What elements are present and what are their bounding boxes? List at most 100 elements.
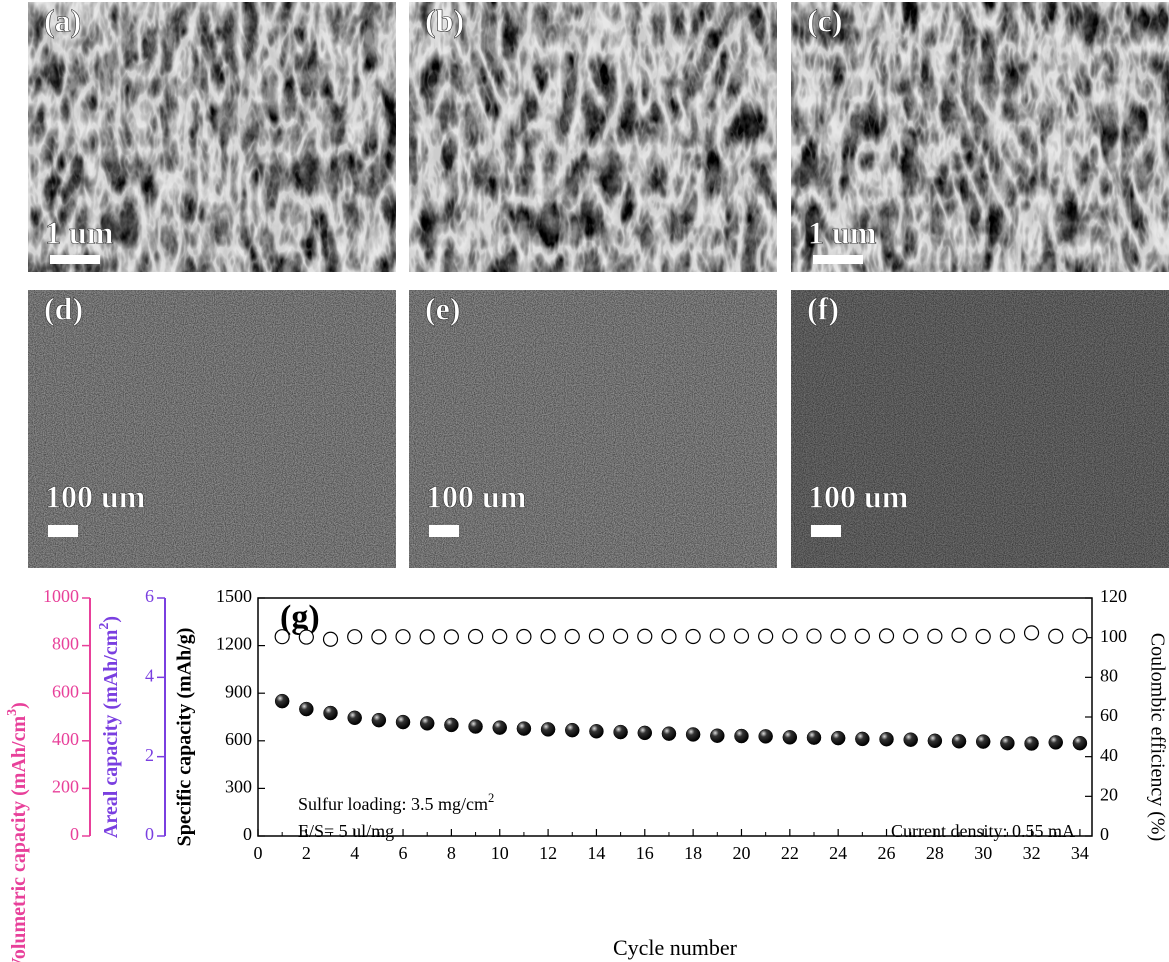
y-axis-title: Specific capacity (mAh/g) — [174, 628, 196, 847]
panel-label: (b) — [425, 2, 464, 38]
efficiency-point — [685, 628, 701, 645]
extra-axis-tick-label: 0 — [145, 824, 154, 844]
capacity-point — [782, 730, 798, 745]
extra-axis-title-text: Volumetric capacity (mAh/cm — [8, 716, 30, 962]
extra-axis-title-text: Areal capacity (mAh/cm — [100, 629, 122, 838]
capacity-point — [975, 734, 991, 749]
x-tick-label: 30 — [974, 843, 992, 863]
scale-bar — [429, 525, 459, 537]
efficiency-point — [661, 628, 677, 645]
capacity-point — [637, 725, 653, 741]
x-tick-label: 6 — [399, 843, 408, 863]
capacity-point — [879, 731, 894, 747]
y2-tick-label: 0 — [1100, 824, 1109, 844]
chart: (g)0 2 4 6 8 10 12 14 16 18 20 22 24 26 28 30 32 34030060… — [5, 586, 1169, 962]
extra-axis-tick-label: 2 — [145, 745, 154, 765]
efficiency-point — [492, 628, 508, 645]
x-tick-label: 20 — [732, 843, 750, 863]
capacity-point — [444, 717, 459, 733]
y2-axis-title: Coulombic efficiency (%) — [1146, 633, 1168, 841]
efficiency-point — [1072, 628, 1088, 644]
capacity-point — [830, 730, 846, 746]
y-tick-label: 1200 — [216, 634, 252, 654]
annotation-text: Sulfur loading: 3.5 mg/cm — [298, 794, 488, 814]
efficiency-point — [782, 628, 798, 644]
sem-texture — [28, 290, 396, 568]
efficiency-point — [999, 628, 1015, 644]
efficiency-point — [540, 628, 556, 645]
capacity-point — [685, 727, 701, 742]
x-tick-label: 12 — [539, 843, 557, 863]
panel-label: (a) — [44, 2, 81, 38]
efficiency-point — [588, 628, 605, 644]
annotation: Current density: 0.55 mA — [891, 821, 1075, 841]
extra-axis-tick-label: 400 — [52, 729, 79, 749]
capacity-point — [299, 701, 314, 717]
panel-label: (f) — [807, 290, 839, 326]
annotation-sup: 2 — [488, 791, 494, 805]
capacity-point — [734, 728, 749, 744]
y2-tick-label: 60 — [1100, 705, 1118, 725]
sem-texture — [409, 2, 777, 272]
capacity-point — [565, 722, 580, 738]
capacity-point — [1048, 735, 1063, 750]
x-tick-label: 26 — [878, 843, 896, 863]
y-tick-label: 300 — [225, 777, 252, 797]
efficiency-point — [419, 629, 435, 645]
extra-axis-title: Volumetric capacity (mAh/cm3) — [5, 702, 30, 962]
x-tick-label: 18 — [684, 843, 702, 863]
y-tick-label: 0 — [243, 824, 252, 844]
efficiency-point — [1048, 628, 1064, 644]
capacity-point — [347, 710, 362, 726]
extra-axis-tick-label: 1000 — [43, 586, 79, 606]
scale-bar — [50, 255, 100, 264]
extra-axis-title-after: ) — [8, 702, 30, 709]
x-tick-label: 28 — [926, 843, 944, 863]
x-tick-label: 4 — [350, 843, 359, 863]
capacity-point — [710, 728, 725, 743]
extra-axis-tick-label: 6 — [145, 586, 154, 606]
x-tick-label: 14 — [587, 843, 605, 863]
capacity-point — [371, 712, 387, 728]
y2-tick-label: 120 — [1100, 586, 1127, 606]
efficiency-point — [298, 629, 314, 645]
extra-axis-title-after: ) — [100, 616, 122, 623]
capacity-point — [323, 705, 338, 721]
capacity-point — [1072, 735, 1088, 751]
extra-axis-title-sup: 3 — [5, 709, 20, 716]
capacity-point — [1000, 735, 1015, 751]
efficiency-point — [927, 628, 943, 644]
sem-texture — [409, 290, 777, 568]
efficiency-point — [371, 629, 387, 645]
extra-axis-title-sup: 2 — [97, 623, 112, 630]
scale-label: 100 um — [426, 478, 527, 514]
efficiency-point — [274, 629, 290, 645]
scale-label: 1 um — [45, 214, 114, 250]
capacity-point — [274, 693, 290, 709]
efficiency-point — [564, 628, 580, 645]
panel-label: (e) — [425, 290, 461, 326]
efficiency-point — [516, 628, 532, 645]
capacity-point — [1024, 736, 1039, 751]
capacity-point — [927, 733, 943, 749]
scale-bar — [48, 525, 78, 537]
efficiency-point — [854, 628, 870, 644]
efficiency-point — [395, 629, 411, 645]
efficiency-point — [975, 628, 991, 645]
extra-axis-tick-label: 600 — [52, 681, 79, 701]
x-tick-label: 22 — [781, 843, 799, 863]
efficiency-point — [613, 628, 629, 644]
efficiency-point — [1023, 625, 1040, 641]
panel-label: (c) — [807, 2, 843, 38]
y2-tick-label: 100 — [1100, 626, 1127, 646]
scale-label: 100 um — [808, 478, 909, 514]
extra-axis-tick-label: 0 — [70, 824, 79, 844]
efficiency-point — [878, 628, 895, 644]
sem-panels: (a) 1 um (b) (c) 1 um (d) 100 um (e) 100 um (f) 10… — [28, 2, 1169, 568]
efficiency-point — [951, 627, 967, 643]
y2-tick-label: 20 — [1100, 784, 1118, 804]
efficiency-point — [443, 629, 459, 645]
y2-tick-label: 40 — [1100, 745, 1118, 765]
x-tick-label: 0 — [254, 843, 263, 863]
